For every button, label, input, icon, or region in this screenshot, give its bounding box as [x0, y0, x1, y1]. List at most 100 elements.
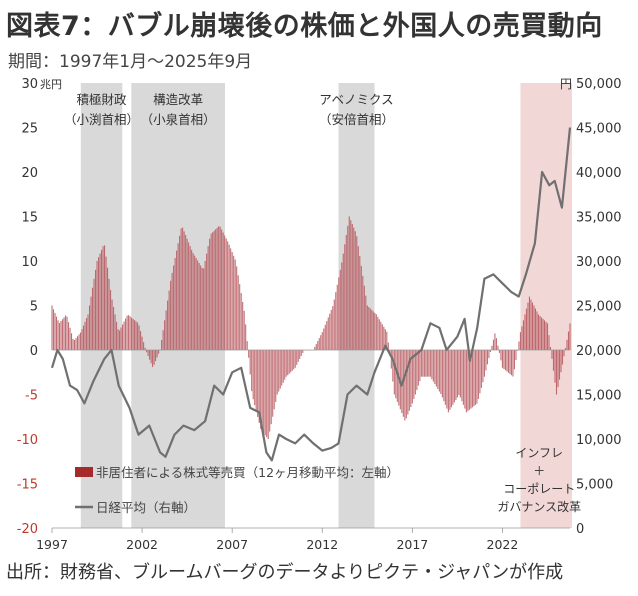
flow-bar — [195, 258, 197, 350]
flow-bar — [165, 310, 167, 350]
flow-bar — [123, 321, 125, 350]
period-sublabel-0: （小渕首相） — [64, 112, 139, 127]
flow-bar — [260, 350, 262, 429]
flow-bar — [462, 350, 464, 405]
flow-bar — [317, 341, 319, 350]
flow-bar — [287, 350, 289, 376]
flow-bar — [347, 225, 349, 350]
flow-bar — [288, 350, 290, 374]
flow-bar — [251, 350, 253, 392]
flow-bar — [567, 331, 570, 350]
flow-bar — [383, 326, 385, 350]
flow-bar — [525, 308, 528, 350]
flow-bar — [218, 226, 220, 350]
right-tick-label: 15,000 — [576, 389, 622, 404]
legend-label-nikkei: 日経平均（右軸） — [96, 500, 196, 515]
flow-bar — [497, 345, 499, 350]
flow-bar — [88, 305, 91, 350]
flow-bar — [141, 336, 143, 350]
flow-bar — [72, 338, 74, 350]
left-tick-label: -20 — [17, 522, 38, 537]
flow-bar — [431, 350, 433, 380]
flow-bar — [299, 350, 301, 359]
flow-bar — [501, 350, 503, 368]
flow-bar — [371, 309, 373, 350]
flow-bar — [536, 311, 538, 350]
flow-bar — [386, 331, 388, 350]
flow-bar — [198, 262, 200, 350]
flow-bar — [342, 253, 344, 350]
flow-bar — [131, 317, 133, 350]
period-shading — [80, 83, 572, 528]
flow-bar — [222, 232, 224, 350]
flow-bar — [143, 342, 145, 350]
flow-bar — [284, 350, 286, 380]
flow-bar — [498, 350, 500, 353]
flow-bar — [281, 350, 283, 386]
flow-bar — [470, 350, 472, 409]
flow-bar — [530, 299, 532, 350]
flow-bar — [411, 350, 413, 404]
left-tick-label: 20 — [21, 166, 38, 181]
flow-bar — [359, 256, 361, 350]
flow-bar — [249, 350, 251, 375]
flow-bar — [537, 314, 540, 350]
flow-bar — [105, 256, 107, 350]
flow-bar — [116, 321, 118, 350]
flow-bar — [128, 315, 130, 350]
period-sublabel-2: （安倍首相） — [319, 112, 394, 127]
flow-bar — [111, 299, 113, 350]
flow-bar — [149, 350, 151, 360]
left-tick-label: -10 — [17, 433, 38, 448]
flow-bar — [524, 314, 526, 350]
flow-bar — [404, 350, 406, 421]
flow-bar — [557, 350, 559, 388]
flow-bar — [539, 315, 541, 350]
flow-bar — [278, 350, 280, 392]
flow-bar — [458, 350, 460, 395]
right-tick-label: 35,000 — [576, 211, 622, 226]
flow-bar — [333, 299, 335, 350]
flow-bar — [554, 350, 556, 383]
flow-bar — [449, 350, 451, 410]
flow-bar — [161, 340, 163, 350]
flow-bar — [384, 329, 386, 350]
flow-bar — [377, 316, 379, 350]
right-axis: 円 50,000 45,000 40,000 35,000 30,000 25,000 20… — [560, 77, 622, 537]
flow-bar — [285, 350, 287, 377]
flow-bar — [132, 318, 134, 350]
flow-bar — [438, 350, 440, 392]
flow-bar — [482, 350, 484, 383]
flow-bar — [296, 350, 298, 365]
flow-bar — [212, 232, 214, 350]
flow-bar — [213, 230, 215, 350]
flow-bar — [465, 350, 467, 413]
left-tick-label: 15 — [21, 211, 38, 226]
flow-bar — [263, 350, 265, 434]
flow-bar — [335, 292, 337, 350]
flow-bar — [332, 306, 334, 350]
flow-bar — [290, 350, 292, 373]
flow-bar — [548, 335, 550, 350]
flow-bar — [471, 350, 473, 408]
left-tick-label: -5 — [25, 389, 38, 404]
x-tick-label: 2012 — [306, 537, 338, 552]
flow-bar — [96, 261, 98, 350]
flow-bar — [426, 350, 428, 377]
flow-bar — [324, 324, 326, 350]
flow-bar — [489, 350, 491, 352]
flow-bar — [302, 350, 304, 353]
flow-bar — [183, 231, 185, 350]
flow-bar — [450, 350, 452, 408]
flow-bar — [345, 235, 347, 350]
flow-bar — [366, 305, 368, 350]
flow-bar — [378, 319, 380, 350]
flow-bar — [483, 350, 485, 377]
flow-bar — [419, 350, 421, 382]
flow-bar — [147, 350, 149, 356]
flow-bar — [100, 249, 103, 350]
flow-bar — [423, 350, 425, 377]
flow-bar — [94, 269, 97, 350]
left-tick-label: -15 — [17, 478, 38, 493]
flow-bar — [443, 350, 445, 402]
